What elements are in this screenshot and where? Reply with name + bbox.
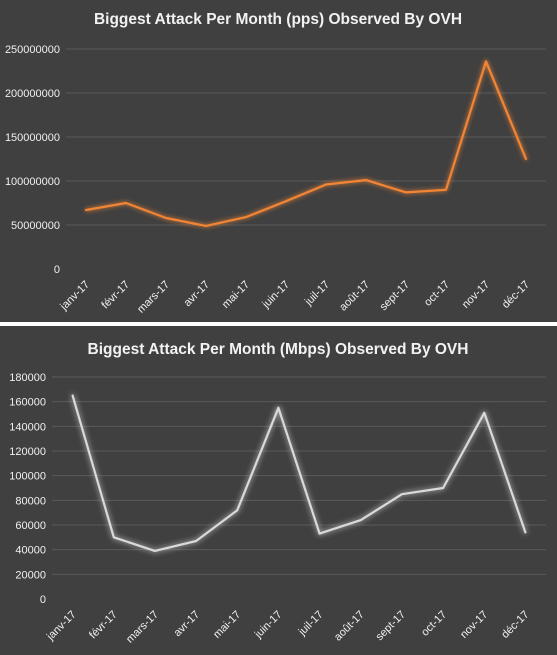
pps-x-tick-label: juin-17 bbox=[260, 279, 293, 312]
mbps-x-tick-label: mai-17 bbox=[211, 609, 243, 641]
mbps-x-tick-label: janv-17 bbox=[44, 609, 79, 644]
mbps-x-tick-label: août-17 bbox=[332, 609, 367, 644]
mbps-x-tick-label: nov-17 bbox=[458, 609, 490, 641]
pps-x-tick-label: déc-17 bbox=[500, 279, 532, 311]
mbps-data-point bbox=[111, 534, 117, 540]
mbps-y-tick-label: 60000 bbox=[15, 520, 46, 532]
pps-data-point bbox=[243, 214, 249, 220]
chart-mbps-panel: Biggest Attack Per Month (Mbps) Observed… bbox=[0, 326, 557, 655]
mbps-data-point bbox=[522, 529, 528, 535]
mbps-data-point bbox=[193, 538, 199, 544]
chart-pps-panel: Biggest Attack Per Month (pps) Observed … bbox=[0, 0, 557, 322]
mbps-x-tick-label: déc-17 bbox=[499, 609, 531, 641]
pps-data-point bbox=[363, 177, 369, 183]
pps-data-point bbox=[283, 198, 289, 204]
pps-data-point bbox=[203, 223, 209, 229]
pps-y-tick-label: 50000000 bbox=[11, 220, 60, 232]
pps-data-point bbox=[323, 182, 329, 188]
mbps-data-point bbox=[481, 410, 487, 416]
mbps-y-tick-label: 180000 bbox=[9, 372, 46, 384]
mbps-data-point bbox=[440, 485, 446, 491]
pps-data-point bbox=[83, 207, 89, 213]
mbps-data-point bbox=[152, 548, 158, 554]
mbps-x-tick-label: sept-17 bbox=[374, 609, 408, 643]
mbps-x-tick-label: juil-17 bbox=[296, 609, 326, 639]
mbps-y-tick-label: 140000 bbox=[9, 421, 46, 433]
mbps-y-tick-label: 120000 bbox=[9, 446, 46, 458]
mbps-y-tick-label: 100000 bbox=[9, 471, 46, 483]
mbps-data-point bbox=[317, 531, 323, 537]
chart-pps: Biggest Attack Per Month (pps) Observed … bbox=[5, 11, 546, 316]
pps-y-tick-label: 0 bbox=[54, 264, 60, 276]
mbps-data-point bbox=[358, 517, 364, 523]
pps-x-tick-label: mars-17 bbox=[135, 279, 172, 316]
mbps-y-tick-label: 20000 bbox=[15, 569, 46, 581]
pps-y-tick-label: 200000000 bbox=[5, 88, 60, 100]
mbps-data-point bbox=[234, 507, 240, 513]
pps-x-tick-label: juil-17 bbox=[302, 279, 332, 309]
pps-x-tick-label: avr-17 bbox=[182, 279, 213, 310]
pps-x-tick-label: janv-17 bbox=[57, 279, 92, 314]
mbps-x-tick-label: juin-17 bbox=[252, 609, 285, 642]
pps-x-tick-label: oct-17 bbox=[422, 279, 452, 309]
pps-data-point bbox=[483, 58, 489, 64]
mbps-y-tick-label: 0 bbox=[40, 594, 46, 606]
chart-mbps: Biggest Attack Per Month (Mbps) Observed… bbox=[9, 341, 546, 646]
pps-data-point bbox=[123, 200, 129, 206]
mbps-series-line bbox=[71, 394, 527, 552]
mbps-data-point bbox=[70, 393, 76, 399]
chart-mbps-title: Biggest Attack Per Month (Mbps) Observed… bbox=[88, 341, 469, 358]
mbps-y-tick-label: 40000 bbox=[15, 545, 46, 557]
mbps-data-point bbox=[275, 405, 281, 411]
mbps-x-tick-label: mars-17 bbox=[124, 609, 161, 646]
mbps-x-tick-label: avr-17 bbox=[172, 609, 203, 640]
pps-y-tick-label: 100000000 bbox=[5, 176, 60, 188]
pps-x-tick-label: sept-17 bbox=[378, 279, 412, 313]
mbps-y-tick-label: 160000 bbox=[9, 397, 46, 409]
pps-y-tick-label: 250000000 bbox=[5, 44, 60, 56]
pps-data-point bbox=[403, 189, 409, 195]
pps-series-line bbox=[84, 60, 528, 227]
pps-x-tick-label: nov-17 bbox=[460, 279, 492, 311]
pps-x-tick-label: mai-17 bbox=[220, 279, 252, 311]
mbps-y-tick-label: 80000 bbox=[15, 495, 46, 507]
mbps-data-point bbox=[399, 491, 405, 497]
chart-pps-title: Biggest Attack Per Month (pps) Observed … bbox=[94, 11, 462, 28]
pps-y-tick-label: 150000000 bbox=[5, 132, 60, 144]
pps-x-tick-label: août-17 bbox=[337, 279, 372, 314]
mbps-x-tick-label: oct-17 bbox=[419, 609, 449, 639]
pps-x-tick-label: févr-17 bbox=[99, 279, 132, 312]
pps-data-point bbox=[443, 187, 449, 193]
pps-data-point bbox=[523, 156, 529, 162]
pps-data-point bbox=[163, 215, 169, 221]
mbps-x-tick-label: févr-17 bbox=[87, 609, 120, 642]
